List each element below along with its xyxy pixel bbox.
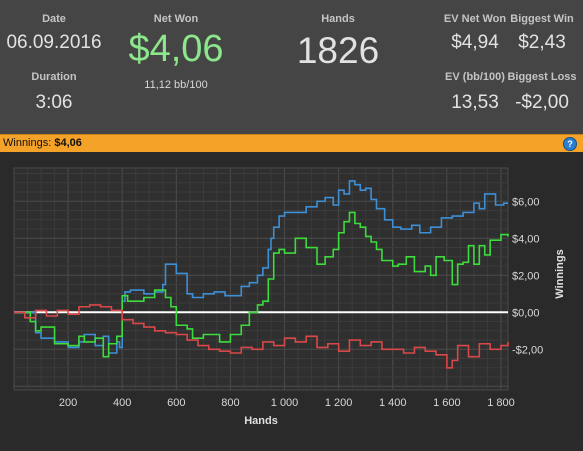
winnings-bar-value: $4,06 [54,137,82,149]
y-axis-title: Winnings [554,249,566,298]
net-won-label: Net Won [153,13,199,25]
x-tick-label: 200 [59,397,77,409]
hands-value: 1826 [296,30,380,71]
winnings-bar-label: Winnings: [3,137,52,149]
y-tick-label: $0,00 [512,307,540,319]
duration-value: 3:06 [35,92,73,113]
ev-net-won-value: $4,94 [451,32,499,53]
stats-panel: Date 06.09.2016 Duration 3:06 Net Won $4… [0,0,583,134]
x-tick-label: 600 [167,397,185,409]
x-tick-label: 400 [113,397,131,409]
biggest-win-value: $2,43 [518,32,566,53]
winnings-chart-area: 200 400 600 800 1 000 1 200 1 400 1 600 1 800 $6,… [0,152,583,446]
ev-bb100-label: EV (bb/100) [445,71,505,83]
y-tick-label: -$2,00 [512,344,543,356]
ev-bb100-value: 13,53 [451,92,499,113]
winnings-chart: 200 400 600 800 1 000 1 200 1 400 1 600 1 800 $6,… [13,167,566,427]
biggest-loss-value: -$2,00 [515,92,569,113]
net-won-value: $4,06 [128,28,224,70]
y-tick-label: $2,00 [512,270,540,282]
y-tick-label: $4,00 [512,233,540,245]
ev-net-won-label: EV Net Won [443,13,507,25]
winnings-line-red [14,304,509,369]
y-tick-label: $6,00 [512,196,540,208]
date-label: Date [42,13,66,25]
x-tick-label: 1 600 [433,397,461,409]
net-won-bb100: 11,12 bb/100 [144,79,208,91]
help-icon[interactable]: ? [563,137,577,151]
hands-label: Hands [321,13,355,25]
plot-background [13,167,509,391]
x-tick-label: 1 000 [271,397,299,409]
x-tick-label: 1 800 [487,397,515,409]
x-axis-title: Hands [244,415,278,427]
duration-label: Duration [31,71,77,83]
biggest-loss-label: Biggest Loss [507,71,577,83]
x-tick-label: 1 400 [379,397,407,409]
winnings-line-blue [14,180,508,354]
date-value: 06.09.2016 [6,32,102,53]
winnings-bar: Winnings: $4,06 ? [0,134,583,152]
biggest-win-label: Biggest Win [510,13,574,25]
x-tick-label: 800 [221,397,239,409]
winnings-line-green [14,211,509,358]
winnings-caption: Winnings: $4,06 [3,137,82,149]
x-tick-label: 1 200 [325,397,353,409]
